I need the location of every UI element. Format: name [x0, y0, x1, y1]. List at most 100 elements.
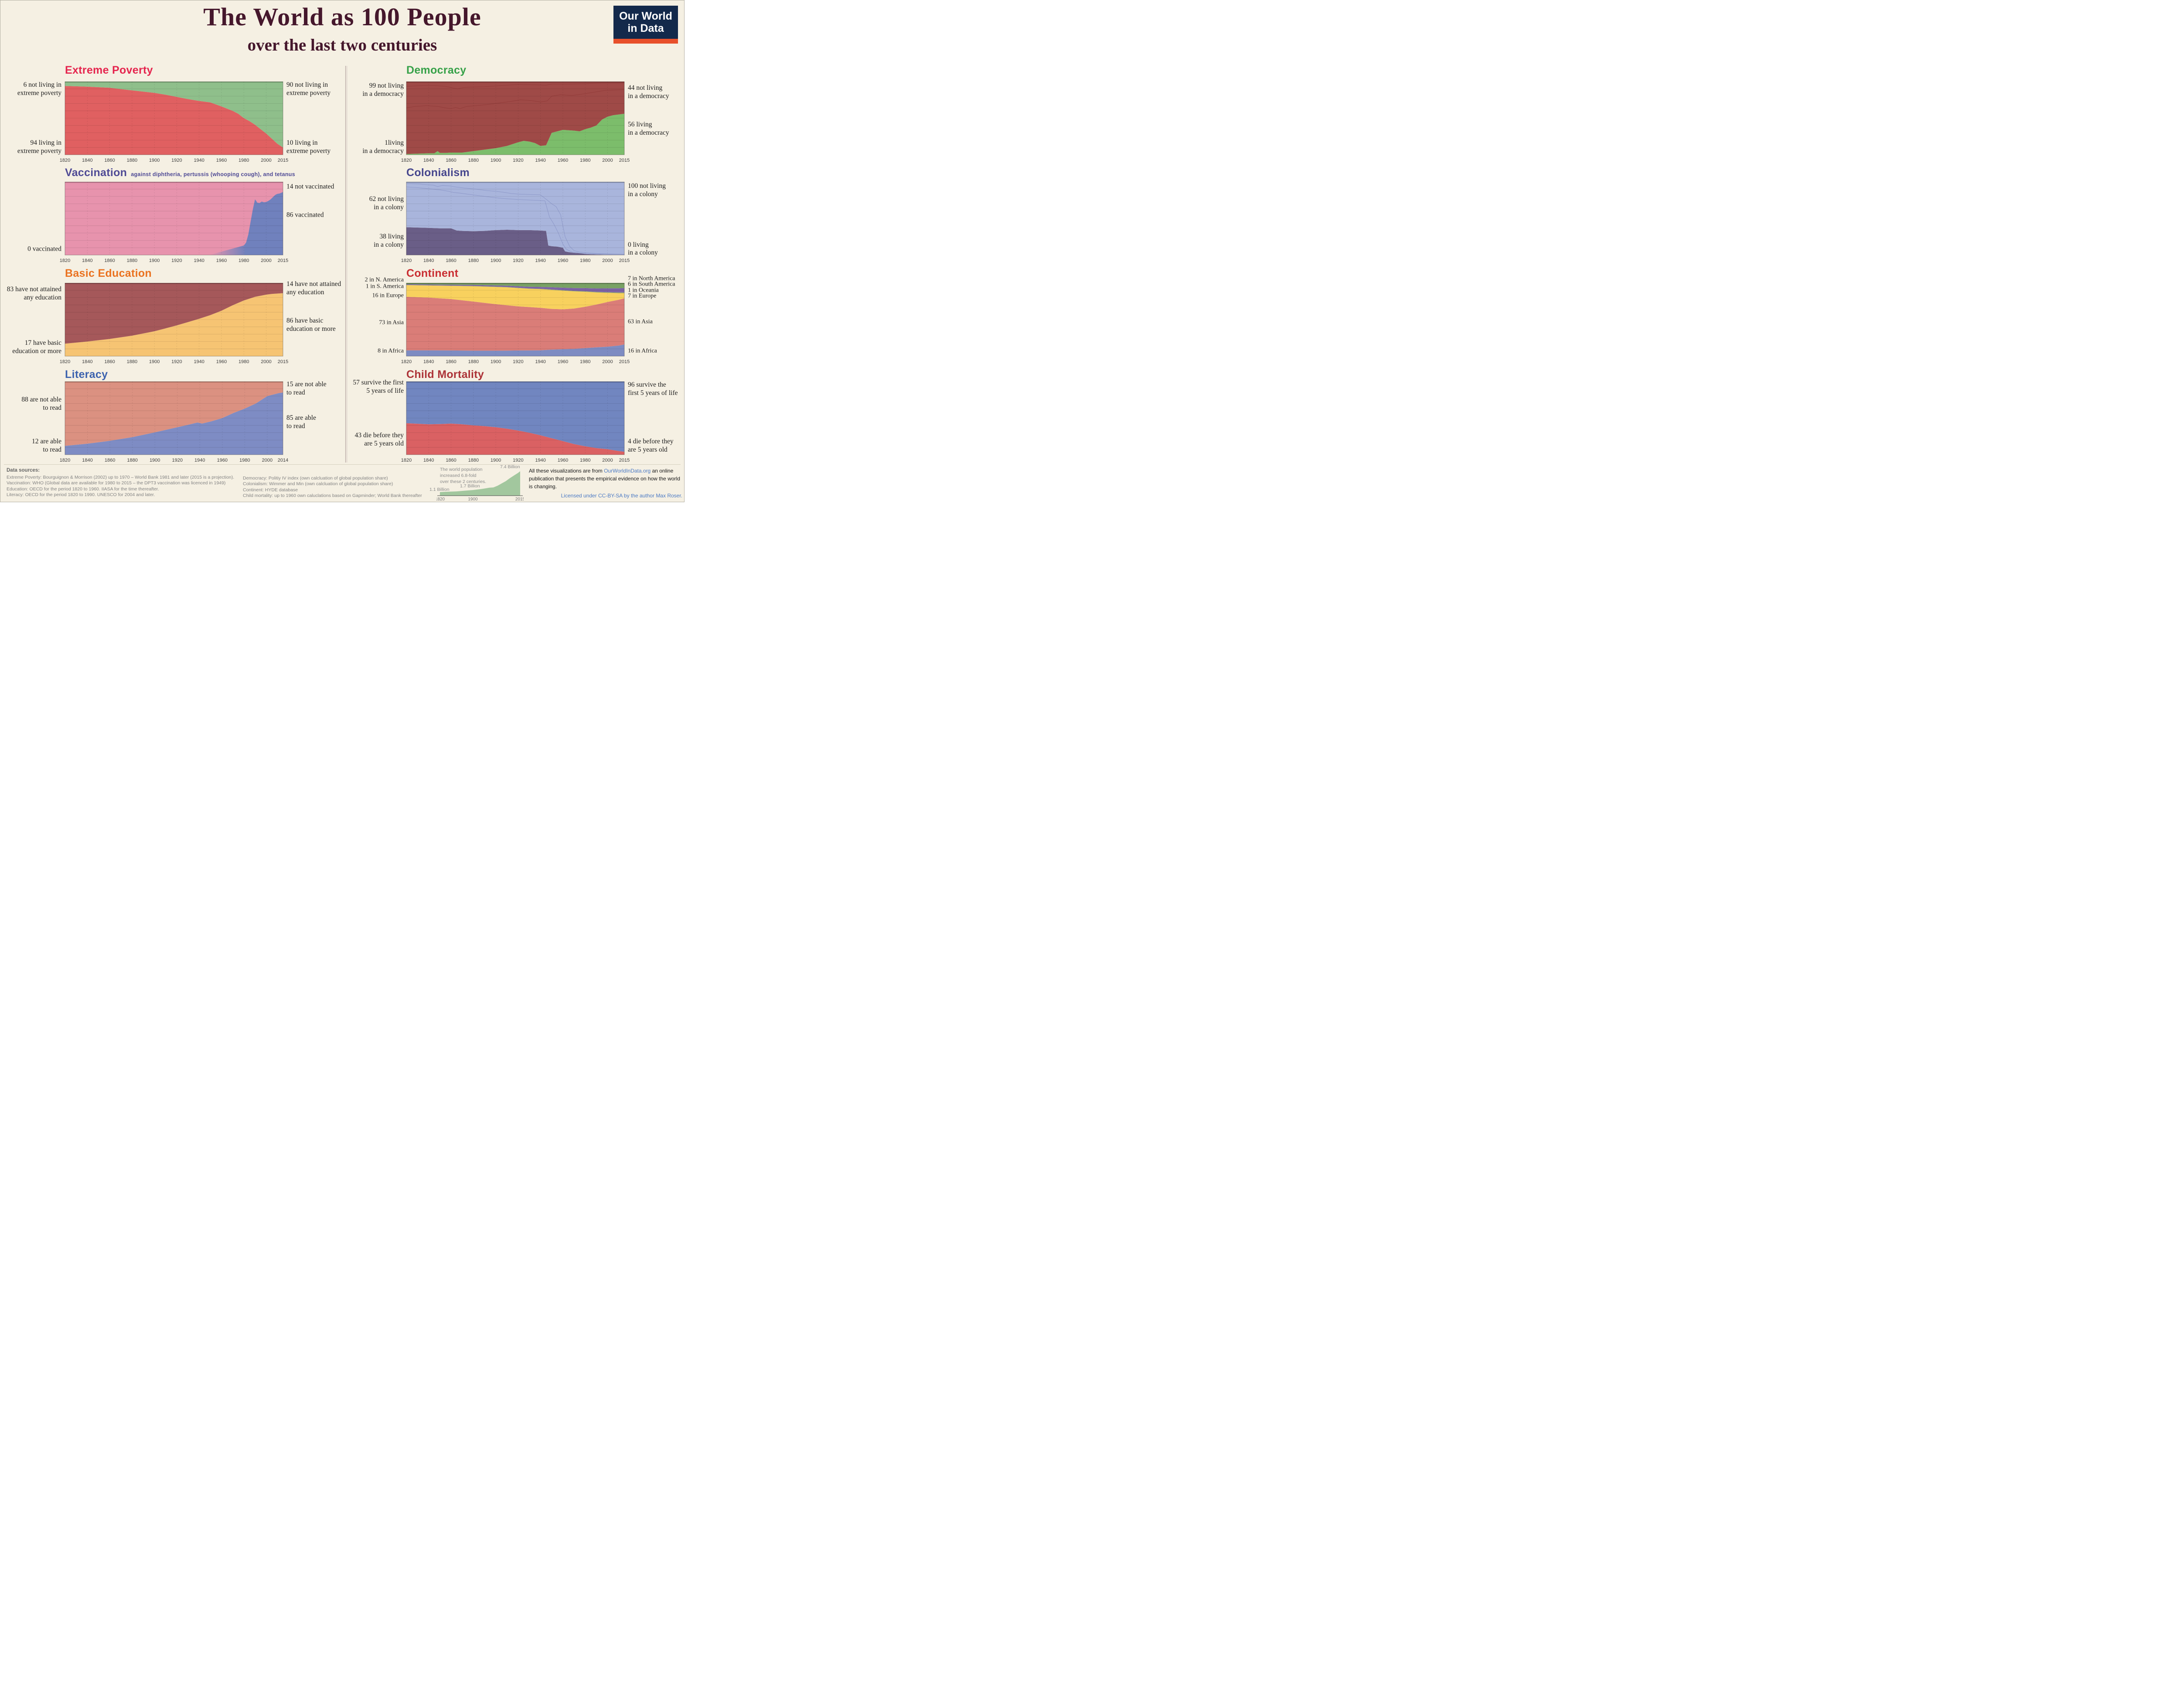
continent-area-North America [406, 283, 624, 289]
x-axis-tick: 1980 [580, 258, 590, 263]
x-axis-tick: 1840 [423, 359, 434, 364]
column-divider [345, 66, 346, 463]
page-subtitle: over the last two centuries [247, 36, 437, 54]
x-axis-tick: 1920 [171, 258, 182, 263]
plot-border [406, 283, 625, 357]
basic-education-annotation-0: 83 have not attained any education [7, 286, 61, 302]
child-mortality-chart: 1820 1840 1860 1880 1900 1920 1940 1960 1980 2000… [401, 381, 630, 463]
owid-logo: Our World in Data [613, 6, 678, 44]
continent-annotation-7: 1 in Oceania [628, 287, 659, 294]
x-axis-tick: 2015 [278, 359, 288, 364]
x-axis-tick: 1960 [558, 258, 568, 263]
literacy-annotation-3: 85 are able to read [286, 414, 316, 430]
x-axis-tick: 1940 [535, 258, 545, 263]
plot-border [65, 381, 283, 455]
extreme-poverty-annotation-0: 6 not living in extreme poverty [17, 81, 61, 97]
vaccination-fade-wedge [209, 245, 244, 255]
x-axis-tick: 1840 [423, 258, 434, 263]
data-sources-column-1: Data sources: Extreme Poverty: Bourguign… [7, 468, 234, 498]
x-axis-tick: 1980 [238, 158, 249, 163]
child-mortality-annotation-0: 57 survive the first 5 years of life [353, 379, 404, 395]
democracy-inner-line-1 [406, 89, 625, 109]
basic-education-annotation-3: 86 have basic education or more [286, 317, 336, 333]
colonialism-annotation-1: 38 living in a colony [374, 233, 404, 249]
plot-border [65, 82, 283, 155]
democracy-chart: 1820 1840 1860 1880 1900 1920 1940 1960 1980 2000… [401, 82, 630, 163]
x-axis-tick: 1880 [127, 158, 137, 163]
child-mortality-title: Child Mortality [406, 368, 484, 381]
license-text: Licensed under CC-BY-SA by the author Ma… [561, 493, 682, 499]
x-axis-tick: 2000 [262, 458, 272, 463]
x-axis-tick: 1840 [82, 258, 92, 263]
x-axis-tick: 1900 [490, 158, 501, 163]
x-axis-tick: 1820 [60, 458, 70, 463]
colonialism-annotation-2: 100 not living in a colony [628, 182, 666, 198]
democracy-inner-line-0 [406, 82, 624, 89]
child-mortality-annotation-2: 96 survive the first 5 years of life [628, 381, 678, 397]
owid-link[interactable]: OurWorldInData.org [604, 468, 651, 474]
basic-education-annotation-2: 14 have not attained any education [286, 280, 341, 296]
plot-border [406, 82, 625, 155]
x-axis-tick: 1860 [104, 258, 115, 263]
source-line: Child mortality: up to 1960 own caluclat… [243, 493, 422, 499]
literacy-annotation-1: 12 are able to read [32, 437, 61, 453]
x-axis-tick: 1940 [194, 359, 204, 364]
vaccination-subtitle: against diphtheria, pertussis (whooping … [131, 171, 295, 177]
x-axis-tick: 2015 [278, 258, 288, 263]
continent-annotation-1: 1 in S. America [365, 283, 404, 290]
x-axis-tick: 1880 [127, 458, 137, 463]
x-axis-tick: 1980 [580, 158, 590, 163]
x-axis-tick: 2000 [261, 158, 271, 163]
extreme-poverty-title-text: Extreme Poverty [65, 64, 153, 76]
colonialism-annotation-0: 62 not living in a colony [369, 195, 404, 211]
x-axis-tick: 1880 [127, 359, 137, 364]
page-title: The World as 100 People [203, 3, 481, 31]
x-axis-tick: 1900 [150, 458, 160, 463]
x-axis-tick: 1860 [446, 158, 456, 163]
x-axis-tick: 2015 [619, 258, 630, 263]
x-axis-tick: 1820 [401, 158, 412, 163]
vaccination-annotation-0: 0 vaccinated [27, 245, 61, 253]
extreme-poverty-title: Extreme Poverty [65, 64, 153, 77]
x-axis-tick: 1880 [468, 258, 479, 263]
democracy-annotation-0: 99 not living in a democracy [362, 82, 404, 98]
x-axis-tick: 1880 [127, 258, 137, 263]
continent-annotation-3: 73 in Asia [379, 319, 404, 326]
source-line: Literacy: OECD for the period 1820 to 19… [7, 492, 155, 498]
continent-area-Africa [406, 344, 624, 356]
basic-education-area-have basic education or more [65, 293, 283, 356]
x-axis-tick: 1920 [171, 359, 182, 364]
basic-education-title: Basic Education [65, 267, 152, 280]
x-axis-tick: 1900 [490, 458, 501, 463]
about-post: an online publication that presents the … [529, 468, 680, 490]
x-axis-tick: 1940 [194, 458, 205, 463]
x-axis-tick: 1980 [238, 359, 249, 364]
x-axis-tick: 1880 [468, 458, 479, 463]
democracy-title-text: Democracy [406, 64, 467, 76]
x-axis-tick: 1920 [172, 458, 182, 463]
source-line: Democracy: Politiy IV index (own calclua… [243, 476, 388, 481]
population-annotation: 1.7 Billion [460, 483, 480, 489]
democracy-area-not living in a democracy [406, 82, 624, 154]
x-axis-tick: 1920 [171, 158, 182, 163]
vaccination-annotation-2: 86 vaccinated [286, 211, 324, 219]
continent-annotation-5: 7 in North America [628, 275, 675, 282]
owid-logo-line2: in Data [627, 22, 664, 34]
x-axis-tick: 1920 [513, 258, 523, 263]
x-axis-tick: 1920 [513, 359, 523, 364]
x-axis-tick: 1860 [446, 258, 456, 263]
x-axis-tick: 1900 [149, 359, 160, 364]
x-axis-tick: 2014 [278, 458, 288, 463]
x-axis-tick: 1980 [238, 258, 249, 263]
x-axis-tick: 1840 [423, 458, 434, 463]
extreme-poverty-annotation-3: 10 living in extreme poverty [286, 139, 331, 155]
democracy-annotation-1: 1living in a democracy [362, 139, 404, 155]
source-line: Education: OECD for the period 1820 to 1… [7, 486, 159, 492]
x-axis-tick: 1820 [401, 359, 412, 364]
x-axis-tick: 1840 [82, 158, 92, 163]
x-axis-tick: 1840 [82, 458, 92, 463]
x-axis-tick: 1980 [580, 458, 590, 463]
extreme-poverty-annotation-2: 90 not living in extreme poverty [286, 81, 331, 97]
vaccination-title: Vaccination against diphtheria, pertussis… [65, 167, 295, 179]
population-note: The world population increased 6.8-fold … [440, 467, 487, 484]
